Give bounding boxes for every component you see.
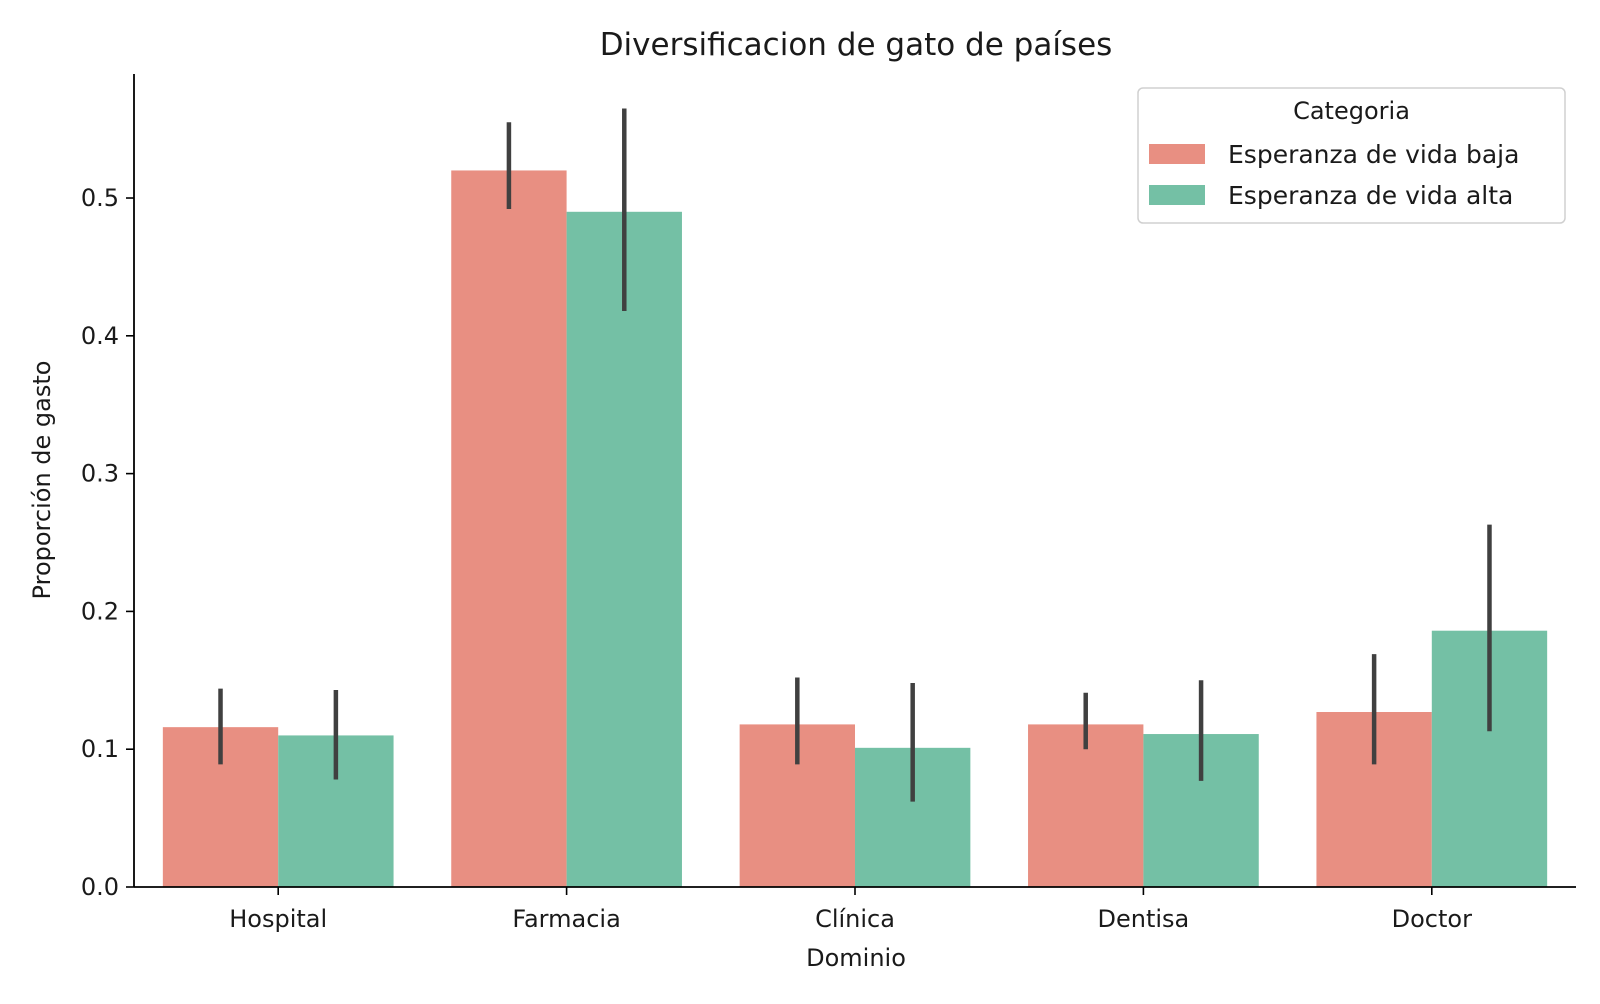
legend-box (1137, 87, 1566, 224)
legend-swatch-alta (1149, 185, 1205, 205)
y-tick-label: 0.0 (81, 873, 119, 901)
bar-dentisa-baja (1028, 724, 1144, 887)
x-tick-label-clínica: Clínica (815, 905, 895, 933)
y-tick-label: 0.5 (81, 184, 119, 212)
y-tick-label: 0.1 (81, 735, 119, 763)
y-tick-label: 0.2 (81, 597, 119, 625)
plot-area (162, 108, 1548, 887)
y-tick-label: 0.3 (81, 460, 119, 488)
y-tick-label: 0.4 (81, 322, 119, 350)
y-axis-title: Proporción de gasto (28, 361, 56, 600)
bar-farmacia-alta (566, 211, 682, 887)
chart-title: Diversificacion de gato de países (600, 27, 1113, 63)
x-tick-label-dentisa: Dentisa (1098, 905, 1190, 933)
x-tick-label-doctor: Doctor (1392, 905, 1472, 933)
x-axis-title: Dominio (806, 944, 906, 972)
legend-label-baja: Esperanza de vida baja (1228, 140, 1519, 169)
bar-farmacia-baja (451, 170, 567, 887)
legend: Categoria Esperanza de vida baja Esperanza… (1137, 87, 1566, 224)
x-tick-label-farmacia: Farmacia (512, 905, 620, 933)
x-tick-label-hospital: Hospital (229, 905, 327, 933)
axes: 0.0 0.1 0.2 0.3 0.4 0.5 Hospital Farmacia Clínic… (81, 74, 1576, 933)
legend-swatch-baja (1149, 144, 1205, 164)
legend-label-alta: Esperanza de vida alta (1228, 181, 1513, 210)
legend-title: Categoria (1293, 97, 1410, 125)
